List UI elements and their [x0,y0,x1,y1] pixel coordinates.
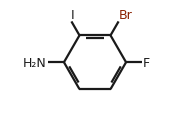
Text: F: F [143,56,150,69]
Text: I: I [71,9,74,22]
Text: Br: Br [119,9,133,22]
Text: H₂N: H₂N [23,56,47,69]
